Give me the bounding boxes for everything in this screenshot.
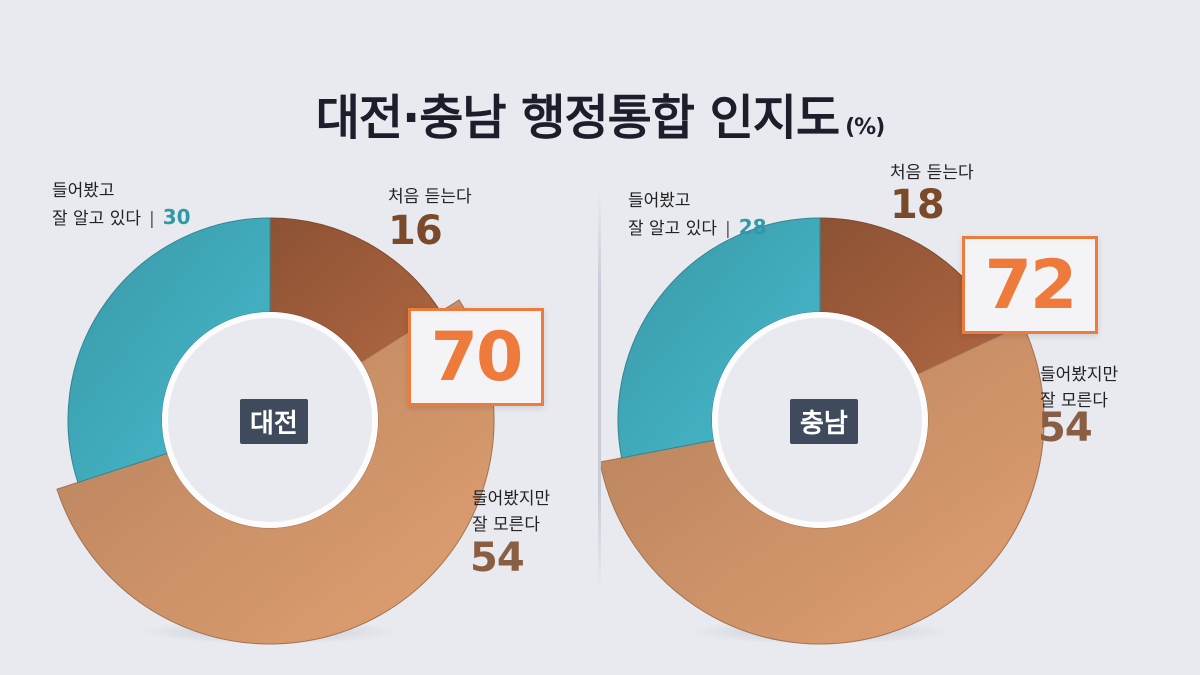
left-known-value: 30 (162, 205, 191, 229)
right-first-label: 처음 듣는다 (890, 163, 974, 183)
right-highlight-box: 72 (962, 236, 1098, 334)
right-known-value: 28 (738, 215, 767, 239)
right-first-value: 18 (890, 182, 945, 228)
left-unsure-label: 들어봤지만 잘 모른다 (472, 486, 550, 538)
title-text: 대전·충남 행정통합 인지도 (315, 90, 840, 146)
left-first-label: 처음 듣는다 (388, 187, 472, 207)
right-known-label: 들어봤고 잘 알고 있다 | 28 (628, 188, 767, 242)
left-unsure-line1: 들어봤지만 (472, 489, 551, 509)
donut-inner-rim (162, 312, 378, 528)
right-known-line1: 들어봤고 (628, 191, 691, 211)
left-first-value: 16 (388, 208, 443, 254)
left-known-line1: 들어봤고 (52, 181, 115, 201)
left-known-sep: | (149, 209, 155, 229)
right-known-line2-row: 잘 알고 있다 | 28 (628, 214, 767, 242)
left-highlight-box: 70 (408, 308, 544, 406)
right-unsure-value: 54 (1038, 405, 1093, 451)
title-unit: (%) (845, 115, 885, 140)
right-known-line2: 잘 알고 있다 (628, 219, 718, 239)
left-known-label: 들어봤고 잘 알고 있다 | 30 (52, 178, 191, 232)
left-known-line2-row: 잘 알고 있다 | 30 (52, 204, 191, 232)
left-unsure-line2: 잘 모른다 (472, 515, 540, 535)
left-center-tag: 대전 (240, 399, 308, 444)
right-known-sep: | (725, 219, 731, 239)
panel-divider (598, 190, 601, 590)
right-center-tag: 충남 (790, 399, 858, 444)
left-unsure-value: 54 (470, 535, 525, 581)
chart-title: 대전·충남 행정통합 인지도 (%) (0, 78, 1200, 148)
right-unsure-line2: 잘 모른다 (1040, 391, 1108, 411)
donut-inner-rim (712, 312, 928, 528)
left-known-line2: 잘 알고 있다 (52, 209, 142, 229)
right-unsure-line1: 들어봤지만 (1040, 365, 1119, 385)
right-unsure-label: 들어봤지만 잘 모른다 (1040, 362, 1118, 414)
